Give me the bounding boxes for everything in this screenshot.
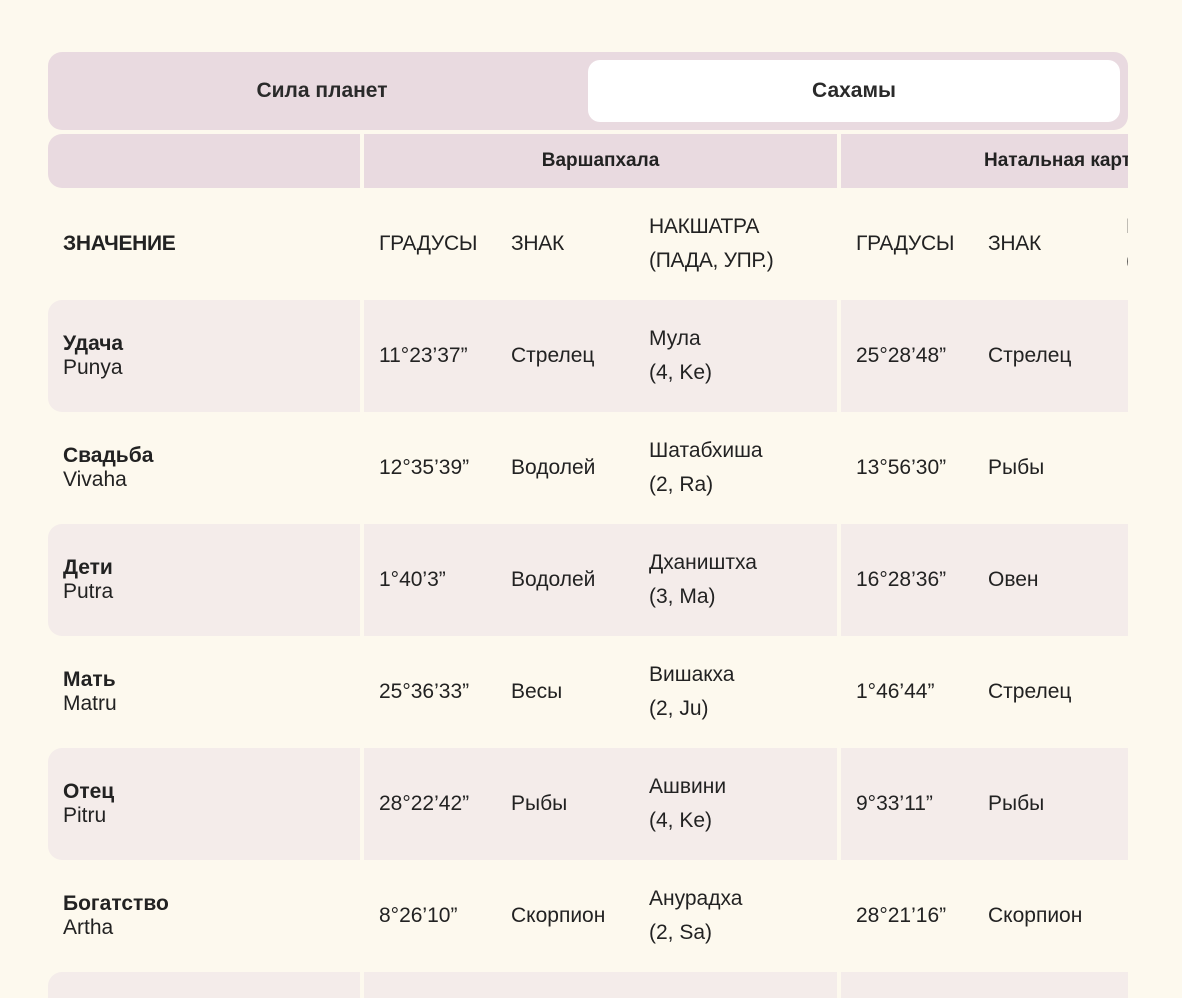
natal-degrees: 13°56’30” [856, 456, 947, 479]
natal-sign: Овен [988, 568, 1039, 591]
varsha-sign: Водолей [511, 568, 596, 591]
natal-degrees: 28°21’16” [856, 904, 947, 927]
varsha-nakshatra: Мула (4, Ke) [649, 327, 713, 384]
saham-sanskrit: Matru [63, 692, 117, 715]
natal-sign: Рыбы [988, 792, 1045, 815]
table-row: Свадьба Vivaha 12°35’39” Водолей Шатабхиша(… [48, 412, 1128, 524]
natal-degrees: 9°33’11” [856, 792, 933, 815]
varsha-nakshatra: Дхаништха (3, Ma) [649, 551, 757, 608]
group-header-empty [48, 134, 360, 188]
tab-sahams[interactable]: Сахамы [588, 60, 1120, 122]
saham-name: Мать [63, 668, 116, 691]
saham-name-cell: Дети Putra [48, 524, 360, 636]
saham-name-cell: Богатство Artha [48, 860, 360, 972]
table-row: Дети Putra 1°40’3” Водолей Дхаништха (3, Ma)… [48, 524, 1128, 636]
varsha-degrees: 25°36’33” [379, 680, 470, 703]
col-varsha-degrees: ГРАДУСЫ [379, 232, 478, 255]
table-row: Мать Matru 25°36’33” Весы Вишакха (2, Ju) 1°… [48, 636, 1128, 748]
natal-degrees: 1°46’44” [856, 680, 935, 703]
group-header-varshaphala: Варшапхала [364, 134, 837, 188]
varsha-degrees: 1°40’3” [379, 568, 446, 591]
natal-sign: Рыбы [988, 456, 1045, 479]
natal-sign: Скорпион [988, 904, 1083, 927]
saham-sanskrit: Vivaha [63, 468, 127, 491]
natal-sign: Стрелец [988, 680, 1072, 703]
tab-bar: Сила планет Сахамы [48, 52, 1128, 130]
natal-degrees: 16°28’36” [856, 568, 947, 591]
saham-name: Отец [63, 780, 115, 803]
varsha-sign: Стрелец [511, 344, 595, 367]
tab-planet-strength[interactable]: Сила планет [256, 79, 388, 102]
col-natal-degrees: ГРАДУСЫ [856, 232, 955, 255]
varsha-sign: Водолей [511, 456, 596, 479]
group-header-natal: Натальная карта [841, 134, 1128, 188]
saham-sanskrit: Artha [63, 916, 114, 939]
saham-name: Удача [63, 332, 124, 355]
sahams-panel: Сила планет Сахамы Варшапхала Натальная … [48, 0, 1128, 998]
saham-name-cell: Удача Punya [48, 300, 360, 412]
varsha-sign: Скорпион [511, 904, 606, 927]
col-natal-nakshatra: НАКШАТРА(ПАДА, УПР.) [1111, 210, 1128, 278]
saham-name: Дети [63, 556, 113, 579]
varsha-degrees: 12°35’39” [379, 456, 470, 479]
varsha-nakshatra: Шатабхиша (2, Ra) [649, 439, 763, 496]
natal-sign: Стрелец [988, 344, 1072, 367]
table-row-partial [48, 972, 1128, 998]
saham-sanskrit: Putra [63, 580, 114, 603]
saham-name-cell: Отец Pitru [48, 748, 360, 860]
col-meaning: ЗНАЧЕНИЕ [63, 232, 176, 255]
group-header-row: Варшапхала Натальная карта [48, 134, 1128, 188]
saham-name: Богатство [63, 892, 169, 915]
natal-degrees: 25°28’48” [856, 344, 947, 367]
saham-sanskrit: Punya [63, 356, 123, 379]
saham-name: Свадьба [63, 444, 154, 467]
col-natal-sign: ЗНАК [988, 232, 1041, 255]
varsha-sign: Весы [511, 680, 563, 703]
col-varsha-sign: ЗНАК [511, 232, 564, 255]
varsha-degrees: 28°22’42” [379, 792, 470, 815]
varsha-nakshatra: Анурадха (2, Sa) [649, 887, 743, 944]
table-row: Отец Pitru 28°22’42” Рыбы Ашвини (4, Ke) 9°3… [48, 748, 1128, 860]
varsha-nakshatra: Ашвини (4, Ke) [649, 775, 727, 832]
saham-name-cell: Мать Matru [48, 636, 360, 748]
table-row: Богатство Artha 8°26’10” Скорпион Анурадха(… [48, 860, 1128, 972]
saham-name-cell: Свадьба Vivaha [48, 412, 360, 524]
saham-sanskrit: Pitru [63, 804, 107, 827]
varsha-degrees: 11°23’37” [379, 344, 468, 367]
varsha-sign: Рыбы [511, 792, 568, 815]
varsha-degrees: 8°26’10” [379, 904, 458, 927]
col-varsha-nakshatra: НАКШАТРА (ПАДА, УПР.) [649, 215, 774, 272]
varsha-nakshatra: Вишакха (2, Ju) [649, 663, 735, 720]
table-row: Удача Punya 11°23’37” Стрелец Мула (4, Ke) 2… [48, 300, 1128, 412]
column-header-row: ЗНАЧЕНИЕ ГРАДУСЫ ЗНАК НАКШАТРА (ПАДА, УПР… [48, 188, 1128, 300]
